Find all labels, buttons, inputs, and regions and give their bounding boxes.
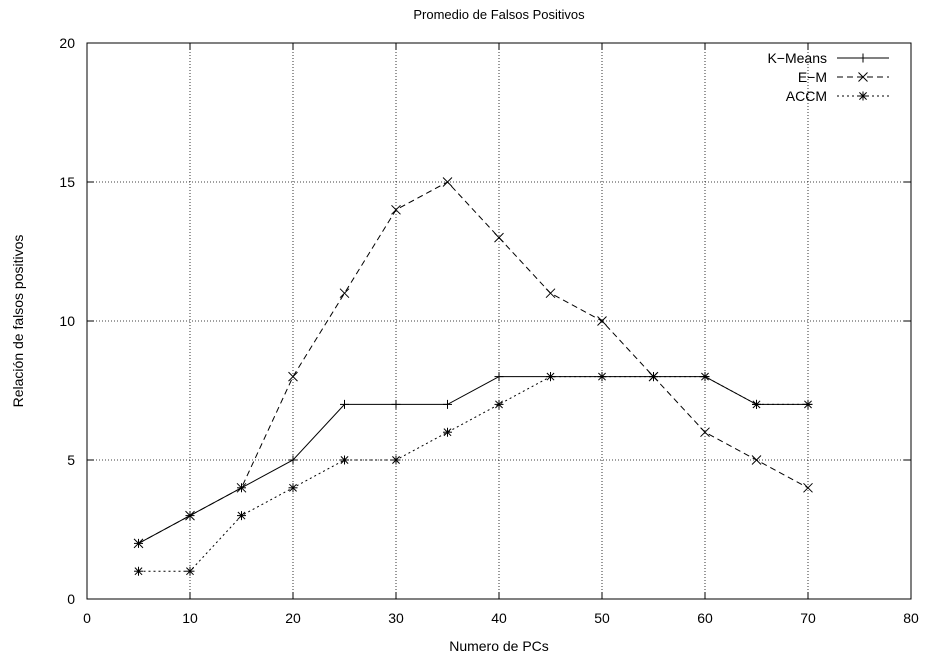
legend-label: ACCM	[786, 88, 827, 104]
series-accm	[134, 372, 813, 576]
data-point-k-means	[494, 372, 504, 382]
x-tick-label: 60	[697, 610, 713, 626]
data-point-accm	[494, 399, 504, 409]
x-tick-label: 30	[388, 610, 404, 626]
legend-marker	[858, 91, 868, 101]
grid-lines	[87, 43, 911, 599]
data-point-accm	[700, 372, 710, 382]
legend-label: K−Means	[767, 50, 827, 66]
x-tick-label: 10	[182, 610, 198, 626]
data-point-e-m	[545, 288, 556, 299]
data-point-accm	[237, 511, 246, 521]
data-point-accm	[803, 399, 813, 409]
legend-item-e-m: E−M	[798, 69, 889, 85]
data-point-k-means	[340, 399, 349, 409]
y-tick-labels: 0 5 10 15 20	[59, 35, 75, 607]
chart-title: Promedio de Falsos Positivos	[413, 7, 585, 22]
series-line-e-m	[138, 181, 809, 544]
data-point-e-m	[236, 482, 247, 493]
legend-item-k-means: K−Means	[767, 50, 889, 66]
y-tick-label: 15	[59, 174, 75, 190]
data-point-e-m	[133, 538, 144, 549]
axis-ticks	[86, 42, 912, 600]
legend-label: E−M	[798, 69, 827, 85]
series-e-m	[133, 177, 813, 549]
data-point-accm	[340, 455, 349, 465]
legend: K−Means E−M ACCM	[767, 50, 889, 104]
data-point-e-m	[803, 482, 813, 493]
data-point-e-m	[288, 371, 298, 382]
data-point-k-means	[288, 455, 298, 465]
data-point-k-means	[391, 399, 401, 409]
data-point-e-m	[185, 510, 195, 521]
data-point-e-m	[751, 455, 762, 465]
data-point-accm	[391, 455, 401, 465]
data-point-accm	[752, 399, 761, 409]
data-point-accm	[546, 372, 555, 382]
series-k-means	[134, 372, 813, 548]
x-tick-label: 40	[491, 610, 507, 626]
data-point-e-m	[391, 204, 401, 215]
x-tick-labels: 0 10 20 30 40 50 60 70 80	[83, 610, 919, 626]
data-point-accm	[443, 427, 452, 437]
y-tick-label: 10	[59, 313, 75, 329]
series-layer	[133, 177, 813, 576]
data-point-accm	[649, 372, 658, 382]
data-point-e-m	[339, 288, 350, 299]
series-line-k-means	[138, 376, 808, 544]
x-tick-label: 0	[83, 610, 91, 626]
legend-marker	[858, 72, 868, 82]
series-line-accm	[138, 376, 808, 572]
x-axis-label: Numero de PCs	[449, 638, 549, 654]
data-point-accm	[185, 566, 195, 576]
data-point-k-means	[443, 399, 452, 409]
x-tick-label: 20	[285, 610, 301, 626]
data-point-e-m	[597, 316, 607, 326]
y-tick-label: 20	[59, 35, 75, 51]
data-point-e-m	[700, 427, 710, 438]
legend-item-accm: ACCM	[786, 88, 889, 104]
data-point-accm	[597, 372, 607, 382]
data-point-e-m	[494, 232, 504, 243]
data-point-e-m	[442, 177, 453, 187]
x-tick-label: 50	[594, 610, 610, 626]
x-tick-label: 80	[903, 610, 919, 626]
data-point-accm	[288, 483, 298, 493]
y-tick-label: 0	[67, 591, 75, 607]
y-axis-label: Relación de falsos positivos	[10, 235, 26, 408]
x-tick-label: 70	[800, 610, 816, 626]
legend-marker	[858, 53, 868, 63]
data-point-accm	[134, 566, 143, 576]
y-tick-label: 5	[67, 452, 75, 468]
